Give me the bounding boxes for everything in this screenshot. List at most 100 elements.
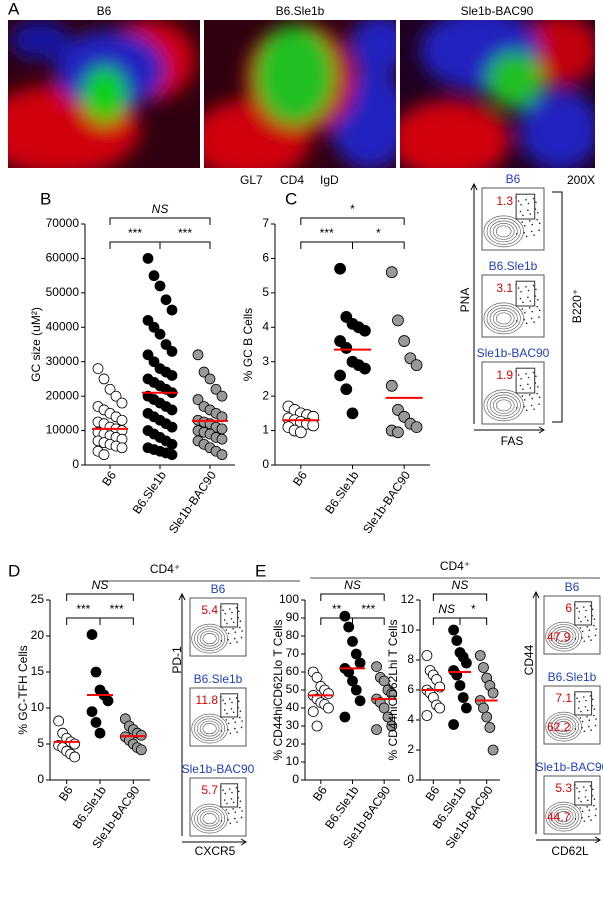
event-dot (582, 606, 585, 608)
event-dot (590, 729, 592, 731)
event-dot (523, 225, 526, 227)
x-arrow (536, 836, 601, 844)
event-dot (525, 322, 528, 325)
y-arrow (470, 182, 478, 424)
event-dot (230, 798, 233, 800)
event-dot (519, 210, 522, 213)
event-dot (593, 714, 595, 717)
significance-bracket (300, 241, 353, 249)
flow-y-label: PD-1 (170, 646, 184, 674)
event-dot (236, 641, 238, 643)
y-tick-label: 0 (262, 457, 269, 471)
significance-label: NS (152, 202, 169, 216)
contour (550, 716, 577, 737)
contour (196, 808, 223, 829)
y-tick-label: 4 (407, 712, 414, 726)
event-dot (234, 811, 237, 814)
data-point (339, 711, 351, 723)
event-dot (593, 708, 596, 710)
contour (556, 811, 571, 823)
event-dot (590, 819, 592, 821)
event-dot (239, 716, 241, 719)
gate (515, 280, 536, 307)
significance-label: NS (438, 602, 455, 616)
event-dot (527, 296, 529, 299)
event-dot (224, 792, 227, 795)
event-dot (237, 790, 240, 793)
event-dot (232, 807, 234, 810)
event-dot (574, 818, 577, 820)
event-dot (535, 201, 537, 204)
event-dot (538, 316, 540, 318)
event-dot (585, 789, 587, 792)
event-dot (222, 609, 224, 611)
event-dot (225, 809, 228, 811)
data-point (216, 390, 228, 402)
gate (574, 601, 593, 626)
event-dot (589, 695, 592, 697)
event-dot (588, 719, 591, 722)
contour (483, 389, 524, 422)
event-dot (234, 631, 237, 634)
event-dot (239, 806, 241, 809)
significance-label: * (376, 226, 381, 240)
data-point (216, 423, 228, 435)
event-dot (523, 231, 525, 234)
event-dot (583, 820, 586, 823)
data-point (350, 648, 362, 660)
event-dot (232, 801, 235, 804)
event-dot (515, 320, 518, 322)
flow-label: B6.Sle1b (548, 670, 597, 684)
event-dot (231, 611, 233, 614)
event-dot (586, 715, 588, 718)
data-point (478, 662, 489, 673)
event-dot (536, 392, 538, 395)
event-dot (581, 816, 583, 819)
contour (196, 628, 223, 649)
event-dot (522, 301, 524, 304)
event-dot (525, 409, 528, 412)
panel-letter: E (255, 561, 266, 580)
event-dot (227, 728, 229, 731)
contour (486, 218, 521, 245)
contour (548, 714, 580, 740)
event-dot (227, 812, 230, 815)
data-point (92, 363, 104, 375)
data-point (116, 442, 128, 454)
data-point (434, 702, 446, 714)
event-dot (530, 230, 533, 233)
y-tick-label: 20000 (46, 388, 80, 402)
event-dot (222, 789, 224, 791)
significance-label: *** (76, 602, 90, 616)
y-tick-label: 40 (286, 700, 300, 714)
panel-letter: B (40, 189, 51, 208)
event-dot (239, 800, 242, 802)
contour (548, 624, 580, 650)
y-tick-label: 7 (262, 216, 269, 230)
event-dot (523, 399, 526, 401)
event-dot (528, 307, 531, 309)
data-point (307, 706, 319, 717)
event-dot (228, 788, 231, 790)
event-dot (527, 289, 530, 292)
x-tick-label: B6.Sle1b (322, 468, 362, 516)
contour (495, 312, 512, 325)
panel-letter: C (285, 189, 297, 208)
event-dot (520, 290, 522, 293)
flow-label: Sle1b-BAC90 (477, 346, 550, 360)
event-dot (529, 387, 532, 389)
data-point (192, 394, 204, 405)
event-dot (594, 634, 597, 637)
significance-label: *** (110, 602, 124, 616)
y-tick-label: 8 (407, 652, 414, 666)
y-tick-label: 30000 (46, 354, 80, 368)
data-point (343, 621, 355, 633)
data-point (86, 629, 98, 640)
contour (202, 633, 217, 645)
gate-value: 3.1 (496, 281, 513, 295)
event-dot (236, 731, 238, 733)
magnification: 200X (567, 173, 595, 187)
event-dot (532, 371, 535, 374)
event-dot (577, 617, 580, 619)
x-tick-label: B6 (290, 468, 310, 488)
